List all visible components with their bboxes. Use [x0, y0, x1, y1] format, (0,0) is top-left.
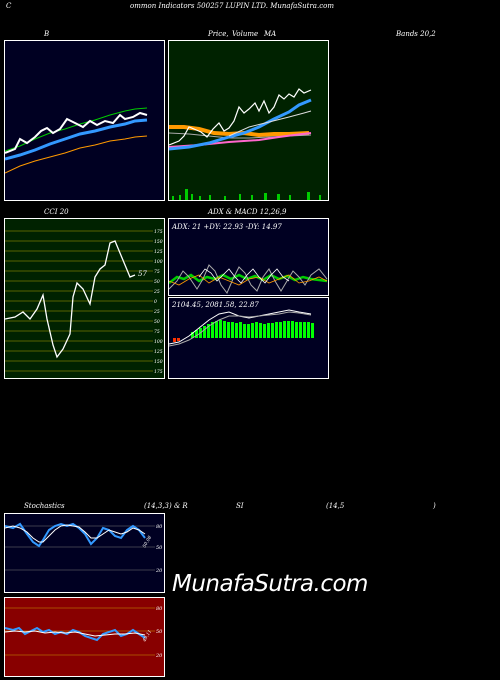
price-line	[169, 88, 312, 146]
volume-bars	[172, 189, 321, 200]
stoch-title-3: SI	[236, 502, 244, 510]
cci-title: CCI 20	[44, 208, 69, 216]
ma-white-thin-line	[228, 110, 312, 137]
cci-level-label: 25	[153, 289, 160, 295]
bollinger-chart	[5, 107, 148, 174]
macd-chart: 2104.45, 2081.58, 22.87	[169, 301, 314, 347]
macd-histogram	[191, 320, 314, 338]
adx-chart: ADX: 21 +DY: 22.93 -DY: 14.97	[169, 223, 328, 294]
header-left-letter: C	[6, 2, 12, 10]
macd-signal-line	[169, 311, 312, 347]
cci-level-label: 0	[154, 299, 157, 305]
cci-level-label: 75	[154, 269, 160, 275]
adx-plus-di-line	[169, 264, 328, 294]
cci-level-label: 75	[154, 329, 160, 335]
watermark-logo: MunafaSutra.com	[172, 571, 368, 597]
ma-title: MA	[264, 30, 277, 38]
price-panel	[168, 40, 329, 201]
adx-green-line	[169, 273, 328, 284]
cci-level-label: 175	[154, 369, 163, 375]
adx-minus-di-line	[169, 274, 328, 286]
macd-readout: 2104.45, 2081.58, 22.87	[171, 301, 259, 309]
cci-level-label: 150	[154, 239, 163, 245]
stoch-level-80: 80	[156, 524, 163, 530]
price-title: Price,	[208, 30, 229, 38]
stoch-k-line	[5, 522, 146, 548]
rsi-level-50: 50	[156, 629, 163, 635]
cci-level-label: 150	[154, 359, 163, 365]
cci-level-label: 125	[154, 349, 163, 355]
adx-macd-title: ADX & MACD 12,26,9	[208, 208, 287, 216]
bollinger-lower-band	[5, 135, 148, 174]
stoch-level-50: 50	[156, 545, 163, 551]
adx-panel: ADX: 21 +DY: 22.93 -DY: 14.97	[168, 218, 329, 296]
rsi-level-20: 20	[155, 653, 163, 659]
page-title: ommon Indicators 500257 LUPIN LTD. Munaf…	[130, 2, 334, 10]
rsi-level-80: 80	[156, 606, 163, 612]
cci-current-value: 57	[138, 270, 147, 278]
adx-white-line	[198, 268, 290, 284]
bands-title: Bands 20,2	[396, 30, 436, 38]
stoch-title-5: )	[433, 502, 436, 510]
stoch-value-label: 50.08	[142, 535, 154, 549]
adx-readout: ADX: 21 +DY: 22.93 -DY: 14.97	[171, 223, 282, 231]
cci-line	[5, 240, 136, 359]
stoch-title-2: (14,3,3) & R	[144, 502, 188, 510]
cci-gridlines	[5, 230, 153, 372]
bollinger-title: B	[44, 30, 50, 38]
rsi-panel: 80 50 20 49.11	[4, 597, 165, 677]
bollinger-price-line	[5, 111, 148, 154]
bollinger-panel	[4, 40, 165, 201]
ma-blue-line	[169, 98, 312, 151]
price-chart	[169, 88, 321, 200]
cci-panel: 175 150 125 100 75 50 25 0 25 50 75 100 …	[4, 218, 165, 379]
stoch-title-4: (14,5	[326, 502, 345, 510]
macd-panel: 2104.45, 2081.58, 22.87	[168, 297, 329, 379]
stoch-level-20: 20	[155, 568, 163, 574]
cci-level-label: 100	[154, 339, 163, 345]
rsi-white-line	[5, 630, 146, 637]
cci-level-label: 50	[154, 319, 160, 325]
cci-level-label: 50	[154, 279, 160, 285]
cci-chart: 175 150 125 100 75 50 25 0 25 50 75 100 …	[5, 229, 163, 375]
cci-level-label: 175	[154, 229, 163, 235]
bollinger-middle-band	[5, 118, 148, 161]
stochastics-chart: 80 50 20 50.08	[5, 522, 163, 574]
macd-negative-histogram	[173, 338, 180, 342]
cci-level-label: 25	[153, 309, 160, 315]
stochastics-panel: 80 50 20 50.08	[4, 513, 165, 593]
bollinger-upper-band	[5, 107, 148, 152]
stoch-title-1: Stochastics	[24, 502, 65, 510]
rsi-chart: 80 50 20 49.11	[5, 606, 163, 659]
cci-level-label: 100	[154, 259, 163, 265]
stoch-d-line	[5, 524, 146, 543]
volume-title: Volume	[232, 30, 259, 38]
cci-level-label: 125	[154, 249, 163, 255]
